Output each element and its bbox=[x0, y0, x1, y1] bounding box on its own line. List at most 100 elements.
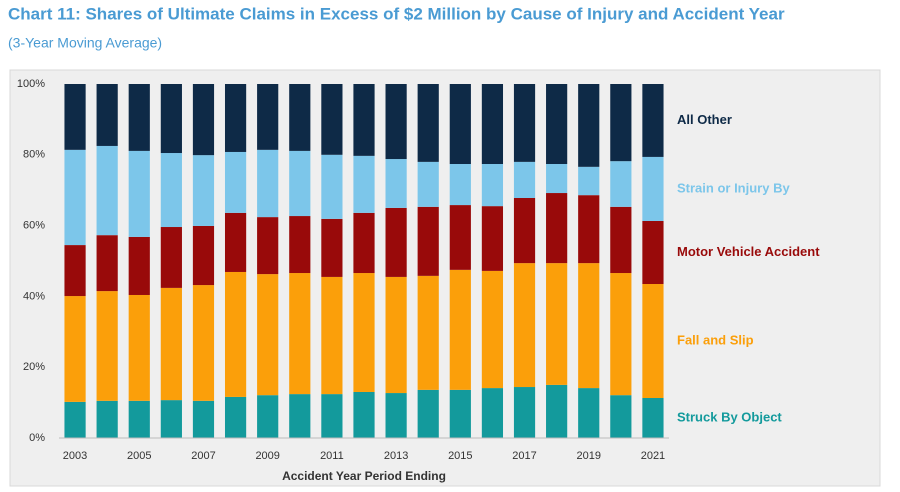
bar-segment bbox=[449, 164, 471, 206]
x-tick-label: 2019 bbox=[576, 450, 600, 462]
bar-segment bbox=[224, 396, 247, 438]
bar-segment bbox=[289, 84, 311, 151]
bar-segment bbox=[64, 245, 86, 297]
bar-segment bbox=[96, 235, 118, 292]
bar-segment bbox=[642, 84, 664, 157]
bar-segment bbox=[513, 263, 536, 388]
bar-segment bbox=[192, 84, 215, 156]
chart-title: Chart 11: Shares of Ultimate Claims in E… bbox=[8, 4, 785, 23]
bar-segment bbox=[449, 269, 471, 390]
bar-segment bbox=[128, 236, 150, 295]
bar-segment bbox=[224, 84, 247, 152]
bar-segment bbox=[160, 227, 182, 288]
bar-segment bbox=[353, 84, 375, 156]
bar-segment bbox=[578, 84, 600, 167]
bar-segment bbox=[64, 149, 86, 246]
bar-segment bbox=[64, 401, 86, 438]
bar-segment bbox=[96, 145, 118, 236]
bar-segment bbox=[513, 387, 536, 438]
bar-segment bbox=[513, 161, 536, 198]
bar-segment bbox=[417, 389, 439, 438]
bar-segment bbox=[610, 84, 632, 162]
bar-segment bbox=[449, 205, 471, 270]
bar-segment bbox=[578, 166, 600, 196]
bar-segment bbox=[642, 397, 664, 438]
bar-segment bbox=[257, 217, 279, 275]
bar-segment bbox=[417, 161, 439, 207]
bar-segment bbox=[385, 276, 407, 394]
bar-segment bbox=[160, 84, 182, 154]
x-tick-label: 2015 bbox=[448, 450, 472, 462]
bar-segment bbox=[610, 161, 632, 207]
bar-segment bbox=[128, 150, 150, 237]
bar-segment bbox=[289, 394, 311, 438]
bar-segment bbox=[385, 84, 407, 160]
y-tick-label: 100% bbox=[17, 78, 45, 90]
bar-segment bbox=[96, 291, 118, 401]
legend-label: Motor Vehicle Accident bbox=[677, 244, 820, 259]
x-tick-label: 2007 bbox=[191, 450, 215, 462]
chart-panel bbox=[9, 69, 881, 487]
legend-label: Strain or Injury By bbox=[677, 180, 790, 195]
bar-segment bbox=[353, 212, 375, 274]
bar-segment bbox=[224, 271, 247, 397]
bar-segment bbox=[353, 391, 375, 438]
y-tick-label: 60% bbox=[23, 220, 45, 232]
bar-segment bbox=[257, 274, 279, 396]
bar-segment bbox=[417, 84, 439, 162]
bar-segment bbox=[224, 151, 247, 213]
bar-segment bbox=[546, 193, 568, 264]
bar-segment bbox=[128, 400, 150, 438]
y-tick-label: 80% bbox=[23, 149, 45, 161]
bar-segment bbox=[160, 287, 182, 401]
bar-segment bbox=[481, 388, 504, 438]
legend-label: All Other bbox=[677, 112, 732, 127]
bar-segment bbox=[289, 150, 311, 217]
bar-segment bbox=[546, 384, 568, 438]
bar-segment bbox=[610, 395, 632, 438]
bar-segment bbox=[96, 84, 118, 146]
bar-segment bbox=[64, 296, 86, 402]
bar-segment bbox=[321, 394, 343, 438]
bar-segment bbox=[385, 207, 407, 277]
bar-segment bbox=[417, 275, 439, 390]
bar-segment bbox=[546, 263, 568, 385]
bar-segment bbox=[353, 273, 375, 392]
bar-segment bbox=[96, 400, 118, 438]
bar-segment bbox=[64, 84, 86, 150]
bar-segment bbox=[449, 84, 471, 165]
y-tick-label: 20% bbox=[23, 361, 45, 373]
bar-segment bbox=[224, 212, 247, 272]
x-tick-label: 2017 bbox=[512, 450, 536, 462]
bar-segment bbox=[642, 220, 664, 285]
bar-segment bbox=[192, 285, 215, 401]
bar-segment bbox=[481, 206, 504, 271]
bar-segment bbox=[578, 263, 600, 389]
bar-segment bbox=[160, 153, 182, 228]
bar-segment bbox=[642, 284, 664, 398]
bar-segment bbox=[642, 156, 664, 221]
x-tick-label: 2021 bbox=[641, 450, 665, 462]
bar-segment bbox=[257, 395, 279, 438]
bar-segment bbox=[481, 84, 504, 165]
bar-segment bbox=[385, 393, 407, 438]
bar-segment bbox=[481, 164, 504, 207]
bar-segment bbox=[128, 84, 150, 151]
bar-segment bbox=[257, 149, 279, 218]
bar-segment bbox=[192, 400, 215, 438]
legend-label: Fall and Slip bbox=[677, 332, 754, 347]
bar-segment bbox=[321, 218, 343, 277]
x-tick-label: 2013 bbox=[384, 450, 408, 462]
bar-segment bbox=[546, 164, 568, 194]
bar-segment bbox=[481, 270, 504, 389]
y-tick-label: 40% bbox=[23, 290, 45, 302]
bar-segment bbox=[385, 159, 407, 208]
bar-segment bbox=[257, 84, 279, 150]
bar-segment bbox=[546, 84, 568, 165]
bar-segment bbox=[578, 388, 600, 438]
y-tick-label: 0% bbox=[29, 432, 45, 444]
x-tick-label: 2005 bbox=[127, 450, 151, 462]
bar-segment bbox=[160, 400, 182, 438]
bar-segment bbox=[192, 155, 215, 226]
